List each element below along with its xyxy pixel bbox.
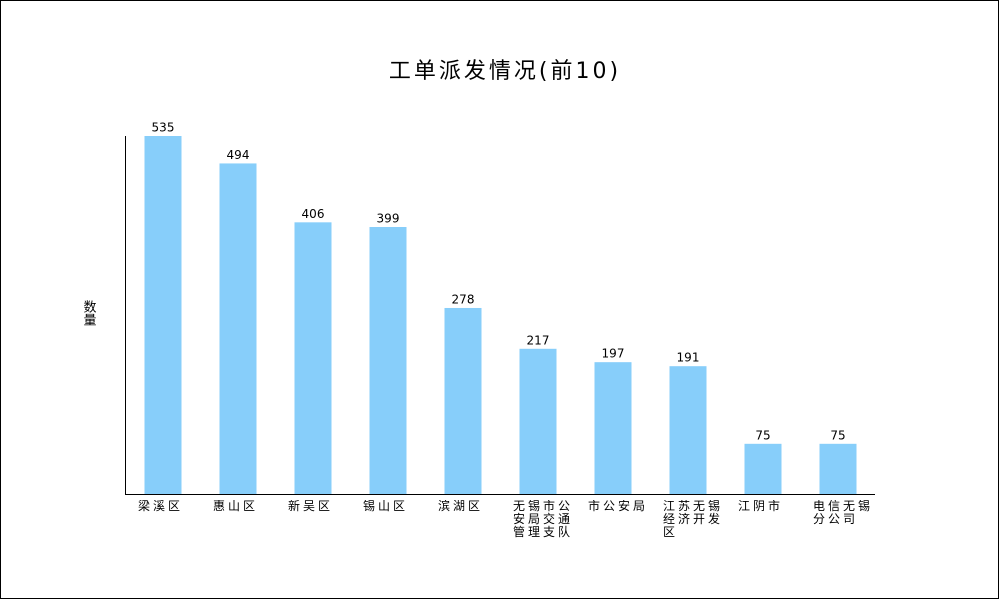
x-tick-label: 惠山区 bbox=[213, 500, 259, 513]
value-label: 535 bbox=[152, 121, 175, 135]
x-tick-label: 江苏无锡经济开发区 bbox=[663, 500, 724, 539]
value-label: 191 bbox=[677, 351, 700, 365]
value-label: 494 bbox=[227, 148, 250, 162]
x-tick-label: 电信无锡分公司 bbox=[813, 500, 874, 526]
bar bbox=[144, 136, 182, 494]
x-tick-label-box: 无锡市公安局交通管理支队 bbox=[513, 500, 574, 539]
x-tick-label-box: 惠山区 bbox=[213, 500, 259, 513]
y-axis-label: 数量 bbox=[81, 300, 97, 326]
x-tick-label: 梁溪区 bbox=[138, 500, 184, 513]
x-tick-label-box: 江阴市 bbox=[738, 500, 784, 513]
bar bbox=[669, 366, 707, 494]
x-tick-label: 锡山区 bbox=[363, 500, 409, 513]
x-tick-label-box: 市公安局 bbox=[588, 500, 649, 513]
x-tick-label: 新吴区 bbox=[288, 500, 334, 513]
x-tick-label: 无锡市公安局交通管理支队 bbox=[513, 500, 574, 539]
bar bbox=[219, 163, 257, 494]
value-label: 399 bbox=[377, 212, 400, 226]
x-tick-label: 市公安局 bbox=[588, 500, 649, 513]
x-tick-label-box: 江苏无锡经济开发区 bbox=[663, 500, 724, 539]
x-tick-label: 滨湖区 bbox=[438, 500, 484, 513]
bar bbox=[294, 222, 332, 494]
x-tick-label-box: 电信无锡分公司 bbox=[813, 500, 874, 526]
value-label: 278 bbox=[452, 292, 475, 306]
value-label: 217 bbox=[527, 333, 550, 347]
bar bbox=[744, 443, 782, 494]
x-tick-label-box: 锡山区 bbox=[363, 500, 409, 513]
bar bbox=[819, 443, 857, 494]
x-tick-label-box: 新吴区 bbox=[288, 500, 334, 513]
bar bbox=[369, 227, 407, 494]
value-label: 75 bbox=[830, 428, 845, 442]
value-label: 197 bbox=[602, 347, 625, 361]
bar bbox=[519, 348, 557, 494]
bar bbox=[444, 307, 482, 494]
value-label: 75 bbox=[755, 428, 770, 442]
value-label: 406 bbox=[302, 207, 325, 221]
x-tick-label-box: 梁溪区 bbox=[138, 500, 184, 513]
bar bbox=[594, 362, 632, 494]
x-tick-label: 江阴市 bbox=[738, 500, 784, 513]
chart-title: 工单派发情况(前10) bbox=[389, 59, 621, 84]
x-tick-label-box: 滨湖区 bbox=[438, 500, 484, 513]
